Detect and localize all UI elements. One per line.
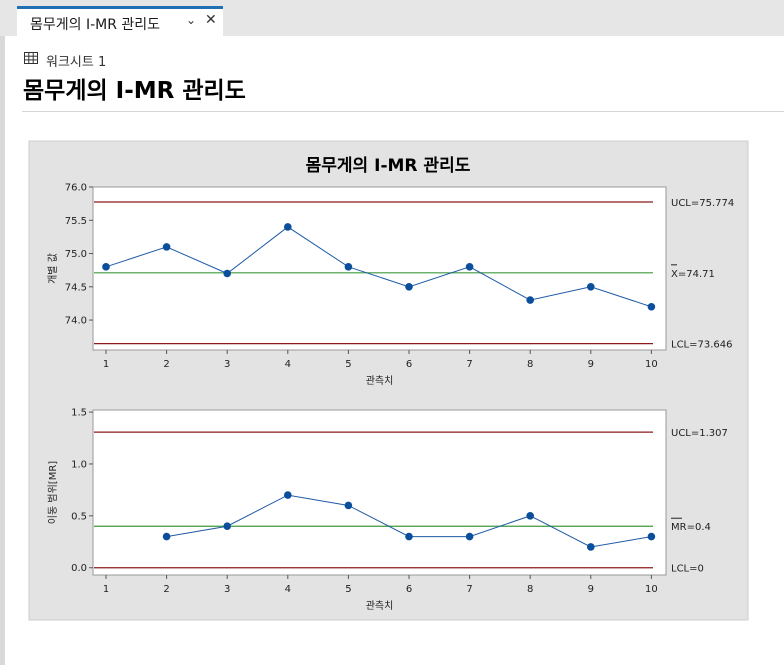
chart2-ytick-label: 1.0 bbox=[71, 459, 87, 470]
chart2-data-point bbox=[405, 532, 413, 541]
chart2-ytick-label: 1.5 bbox=[71, 408, 87, 419]
chart1-ytick-label: 76.0 bbox=[65, 183, 87, 194]
chart1-data-point bbox=[162, 243, 171, 251]
chart1-data-point bbox=[102, 263, 110, 271]
chart1-ytick-label: 75.5 bbox=[65, 216, 87, 227]
chart2-data-point bbox=[587, 543, 595, 551]
chart2-data-point bbox=[647, 532, 656, 541]
chart2-xtick-label: 10 bbox=[645, 584, 658, 595]
chart1-data-point bbox=[647, 302, 656, 311]
chart2-xtick-label: 9 bbox=[588, 584, 594, 595]
chart1-xtick-label: 3 bbox=[224, 359, 230, 370]
chart1-xtick-label: 5 bbox=[345, 359, 351, 370]
chart1-lcl-label: LCL=73.646 bbox=[671, 340, 733, 351]
chart2-lcl-label: LCL=0 bbox=[671, 564, 704, 575]
chart1-xlabel: 관측치 bbox=[366, 375, 394, 387]
chart1-xtick-label: 6 bbox=[406, 359, 412, 370]
header-divider bbox=[22, 111, 784, 112]
chart1-xtick-label: 9 bbox=[588, 359, 594, 370]
chart2-ylabel: 이동 범위[MR] bbox=[46, 461, 59, 524]
chart2-xtick-label: 2 bbox=[163, 584, 169, 595]
chart1-xtick-label: 4 bbox=[285, 359, 291, 370]
worksheet-label: 워크시트 1 bbox=[46, 55, 107, 70]
chart2-ytick-label: 0.5 bbox=[71, 511, 87, 522]
chart2-ytick-label: 0.0 bbox=[71, 563, 87, 574]
chart1-plot-area bbox=[92, 186, 667, 351]
chart-title: 몸무게의 I-MR 관리도 bbox=[306, 156, 471, 176]
grid-icon bbox=[24, 52, 38, 64]
chart1-data-point bbox=[465, 263, 474, 271]
chart1-xtick-label: 8 bbox=[527, 359, 533, 370]
chart1-data-point bbox=[526, 296, 534, 304]
tab-strip: 몸무게의 I-MR 관리도 ⌄ ✕ bbox=[0, 0, 784, 36]
chart2-xtick-label: 8 bbox=[527, 584, 533, 595]
chart1-xtick-label: 2 bbox=[163, 359, 169, 370]
chart2-data-point bbox=[162, 532, 171, 541]
chart1-ytick-label: 74.0 bbox=[65, 316, 87, 327]
chart1-data-point bbox=[405, 282, 413, 291]
chart1-data-point bbox=[587, 282, 595, 291]
chart2-data-point bbox=[284, 491, 292, 499]
chart2-plot-area bbox=[92, 409, 667, 576]
chart2-xtick-label: 4 bbox=[285, 584, 291, 595]
tab-title[interactable]: 몸무게의 I-MR 관리도 bbox=[30, 17, 161, 33]
left-edge bbox=[0, 36, 5, 665]
chart1-data-point bbox=[344, 263, 353, 271]
chart1-data-point bbox=[284, 223, 292, 231]
chart2-data-point bbox=[223, 522, 231, 531]
chart2-data-point bbox=[344, 501, 353, 510]
chart1-series-line bbox=[105, 226, 652, 308]
chart2-xtick-label: 1 bbox=[103, 584, 109, 595]
page-title: 몸무게의 I-MR 관리도 bbox=[23, 78, 246, 104]
chart2-xtick-label: 3 bbox=[224, 584, 230, 595]
chart2-xtick-label: 5 bbox=[345, 584, 351, 595]
chart-tab[interactable]: 몸무게의 I-MR 관리도 ⌄ ✕ bbox=[17, 6, 223, 36]
chart1-ylabel: 개별 값 bbox=[47, 253, 59, 284]
chart2-data-point bbox=[465, 532, 474, 541]
close-icon[interactable]: ✕ bbox=[205, 12, 217, 28]
chart1-data-point bbox=[223, 269, 231, 278]
chart1-ytick-label: 74.5 bbox=[65, 282, 87, 293]
chart1-ucl-label: UCL=75.774 bbox=[671, 198, 734, 209]
chart1-center-label: X=74.71 bbox=[671, 269, 715, 280]
chart2-center-label: MR=0.4 bbox=[671, 522, 711, 533]
chart2-data-point bbox=[526, 512, 534, 520]
chart2-xtick-label: 7 bbox=[466, 584, 472, 595]
chart1-xtick-label: 10 bbox=[645, 359, 658, 370]
chart2-xtick-label: 6 bbox=[406, 584, 412, 595]
chevron-down-icon[interactable]: ⌄ bbox=[186, 13, 197, 27]
chart2-ucl-label: UCL=1.307 bbox=[671, 428, 728, 439]
chart1-xtick-label: 7 bbox=[466, 359, 472, 370]
chart1-ytick-label: 75.0 bbox=[65, 249, 87, 260]
chart2-xlabel: 관측치 bbox=[366, 600, 394, 612]
chart1-xtick-label: 1 bbox=[103, 359, 109, 370]
